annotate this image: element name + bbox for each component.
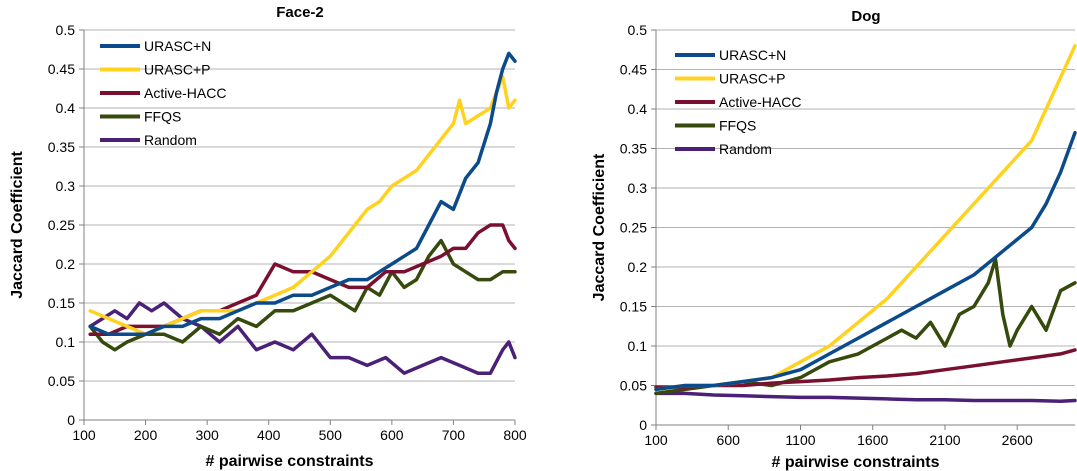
x-tick-label: 500 <box>319 427 343 443</box>
x-tick-label: 600 <box>717 432 741 448</box>
x-tick-label: 100 <box>644 432 668 448</box>
y-tick-label: 0.45 <box>620 62 647 78</box>
chart-title: Face-2 <box>276 4 324 21</box>
x-tick-label: 1600 <box>857 432 888 448</box>
y-tick-label: 0 <box>67 412 75 428</box>
legend-label: URASC+N <box>719 47 786 63</box>
y-tick-label: 0 <box>639 417 647 433</box>
y-tick-label: 0.45 <box>48 61 75 77</box>
series-line-urasc-p <box>88 75 517 336</box>
y-tick-label: 0.3 <box>56 178 76 194</box>
y-tick-label: 0.2 <box>628 259 648 275</box>
x-tick-label: 2100 <box>929 432 960 448</box>
legend-label: URASC+P <box>144 62 211 78</box>
legend-label: Active-HACC <box>719 94 801 110</box>
legend-label: FFQS <box>144 109 181 125</box>
y-tick-label: 0.35 <box>48 139 75 155</box>
y-tick-label: 0.2 <box>56 256 76 272</box>
y-tick-label: 0.3 <box>628 180 648 196</box>
legend-label: URASC+N <box>144 38 211 54</box>
series-line-random <box>654 391 1077 404</box>
y-tick-label: 0.4 <box>56 100 76 116</box>
legend-label: URASC+P <box>719 71 786 87</box>
series-line-random <box>88 301 517 375</box>
y-tick-label: 0.1 <box>628 338 648 354</box>
x-tick-label: 400 <box>257 427 281 443</box>
chart-title: Dog <box>851 8 880 25</box>
y-tick-label: 0.35 <box>620 141 647 157</box>
y-tick-label: 0.5 <box>56 22 76 38</box>
series-line-urasc-n <box>88 51 517 336</box>
x-axis-title: # pairwise constraints <box>771 454 939 471</box>
x-tick-label: 100 <box>72 427 96 443</box>
y-tick-label: 0.15 <box>48 295 75 311</box>
y-tick-label: 0.4 <box>628 101 648 117</box>
y-tick-label: 0.1 <box>56 334 76 350</box>
y-tick-label: 0.25 <box>48 217 75 233</box>
y-axis-title: Jaccard Coefficient <box>9 151 26 299</box>
series-line-ffqs <box>654 257 1077 396</box>
legend-label: Active-HACC <box>144 85 226 101</box>
y-tick-label: 0.15 <box>620 299 647 315</box>
legend-label: Random <box>144 132 197 148</box>
chart-2: 0 0.05 0.1 0.15 0.2 0.25 0.3 0.35 0.4 0.45 0.5 100 6… <box>591 8 1077 471</box>
series-line-active-hacc <box>654 348 1077 389</box>
series-line-urasc-n <box>654 130 1077 392</box>
x-tick-label: 700 <box>442 427 466 443</box>
x-tick-label: 300 <box>195 427 219 443</box>
y-tick-label: 0.5 <box>628 22 648 38</box>
y-tick-label: 0.05 <box>48 373 75 389</box>
y-axis-title: Jaccard Coefficient <box>591 153 608 301</box>
x-tick-label: 200 <box>134 427 158 443</box>
x-tick-label: 600 <box>380 427 404 443</box>
x-tick-label: 800 <box>503 427 527 443</box>
x-tick-label: 1100 <box>785 432 815 448</box>
legend-label: Random <box>719 141 772 157</box>
x-axis-title: # pairwise constraints <box>205 453 373 470</box>
y-tick-label: 0.05 <box>620 378 647 394</box>
x-tick-label: 2600 <box>1002 432 1033 448</box>
legend-label: FFQS <box>719 118 756 134</box>
y-tick-label: 0.25 <box>620 220 647 236</box>
series-line-ffqs <box>88 238 517 352</box>
chart-1: 0 0.05 0.1 0.15 0.2 0.25 0.3 0.35 0.4 0.45 0.5 100 2… <box>9 4 527 470</box>
